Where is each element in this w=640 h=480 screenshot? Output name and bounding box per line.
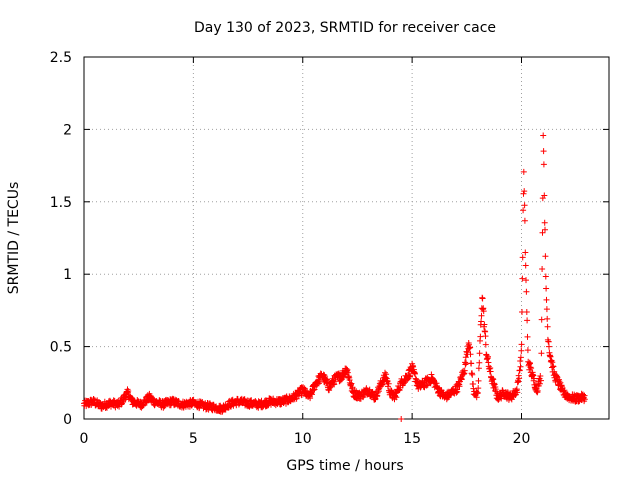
y-axis-label: SRMTID / TECUs (6, 182, 22, 295)
y-tick-label: 1.5 (50, 195, 72, 211)
x-tick-label: 0 (80, 431, 89, 447)
y-tick-label: 2 (63, 122, 72, 138)
y-tick-label: 1 (63, 267, 72, 283)
y-tick-label: 2.5 (50, 50, 72, 66)
srmtid-points (81, 132, 588, 422)
y-tick-label: 0 (63, 412, 72, 428)
x-tick-label: 15 (403, 431, 421, 447)
y-tick-label: 0.5 (50, 340, 72, 356)
x-tick-label: 5 (189, 431, 198, 447)
axis-ticks: 0 5 10 15 20 0 0.5 1 1.5 2 2.5 (50, 50, 609, 447)
x-tick-label: 10 (294, 431, 312, 447)
data-markers (81, 132, 588, 422)
x-tick-label: 20 (513, 431, 531, 447)
grid (84, 57, 609, 419)
x-axis-label: GPS time / hours (286, 458, 403, 474)
plot-frame (83, 56, 610, 420)
chart-title: Day 130 of 2023, SRMTID for receiver cac… (194, 20, 496, 36)
